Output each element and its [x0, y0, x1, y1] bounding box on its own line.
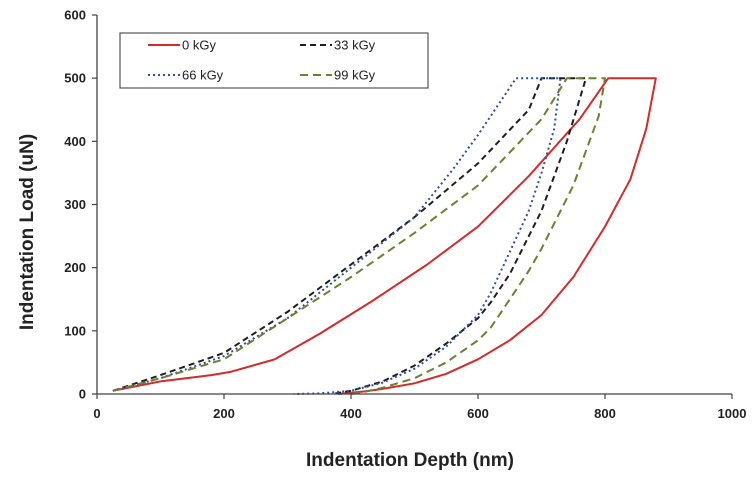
series-line-33-kgy	[112, 77, 587, 395]
y-tick-label: 0	[79, 387, 86, 402]
x-tick-label: 400	[340, 406, 362, 421]
series-line-99-kgy	[112, 77, 606, 395]
x-tick-label: 200	[213, 406, 235, 421]
ticks-layer: 0 100 200 300 400 500 600 0 200 400 600 800 1000	[64, 8, 746, 422]
y-tick-label: 200	[64, 260, 86, 275]
legend-box	[119, 32, 429, 89]
x-tick-label: 1000	[718, 406, 747, 421]
legend-label: 99 kGy	[334, 68, 376, 83]
y-tick-label: 300	[64, 197, 86, 212]
series-layer	[112, 77, 657, 395]
legend: 0 kGy 33 kGy 66 kGy 99 kGy	[119, 32, 429, 89]
legend-label: 66 kGy	[182, 68, 224, 83]
series-line-66-kgy	[112, 77, 562, 395]
x-axis-title: Indentation Depth (nm)	[306, 450, 514, 471]
legend-label: 0 kGy	[182, 38, 216, 53]
y-axis-title: Indentation Load (uN)	[17, 134, 38, 330]
x-tick-label: 800	[594, 406, 616, 421]
y-tick-label: 400	[64, 134, 86, 149]
x-tick-label: 0	[93, 406, 100, 421]
y-tick-label: 100	[64, 323, 86, 338]
y-tick-label: 500	[64, 71, 86, 86]
y-tick-label: 600	[64, 8, 86, 23]
series-line-0-kgy	[112, 77, 657, 395]
legend-label: 33 kGy	[334, 38, 376, 53]
x-tick-label: 600	[467, 406, 489, 421]
